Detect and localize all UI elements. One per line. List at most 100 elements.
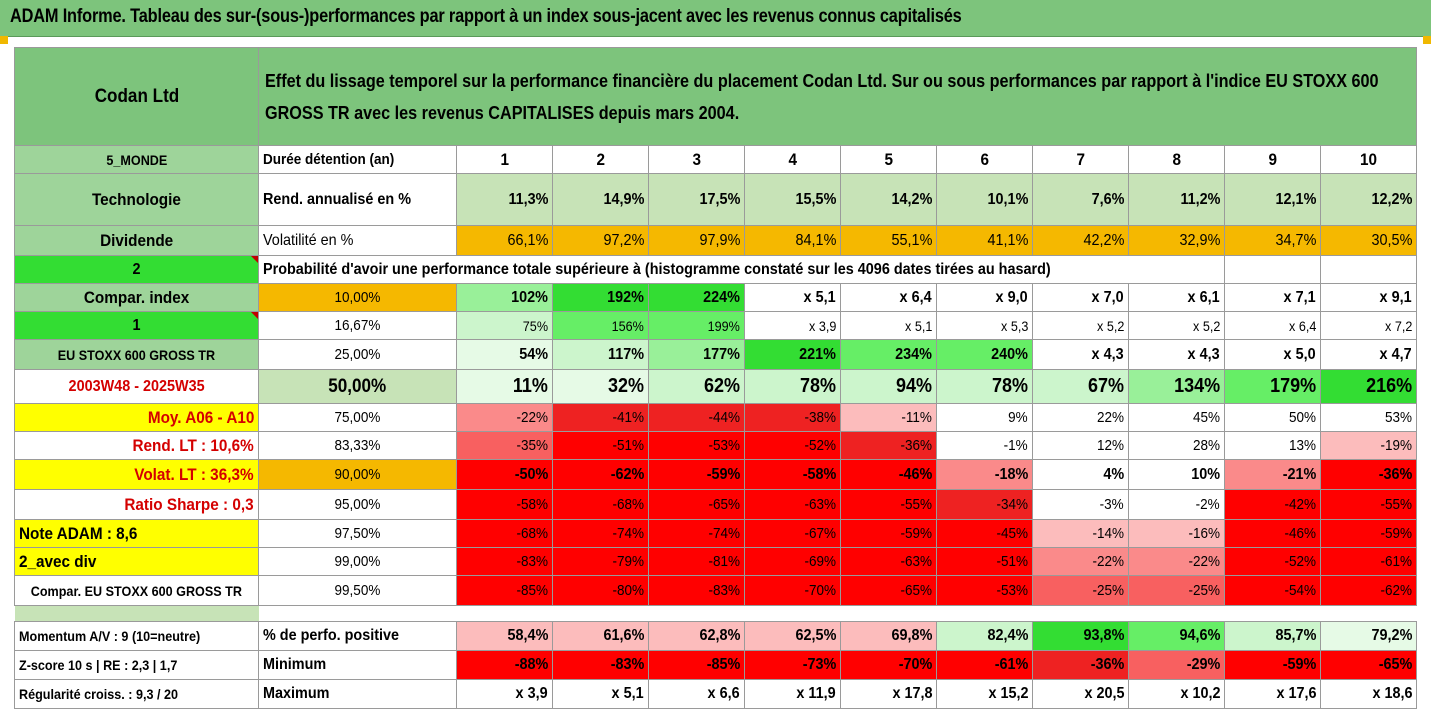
rend-value-text: 12,1% [1275,190,1316,208]
quantile-value-text: x 5,0 [1283,345,1316,363]
quantile-value: -22% [1032,547,1129,576]
quantile-value-text: -85% [516,582,548,599]
quantile-value: -70% [744,575,841,606]
quantile-value-text: -74% [612,525,644,542]
quantile-value: 13% [1224,431,1321,460]
vol-value-text: 84,1% [795,231,836,249]
quantile-value-text: x 9,1 [1379,288,1412,306]
quantile-value: -36% [840,431,937,460]
vol-value: 41,1% [936,225,1033,256]
quantile-value-text: 192% [607,288,644,306]
side-label-2-text: 2 [132,260,141,278]
quantile-value-text: x 7,0 [1091,288,1124,306]
rend-value: 14,2% [840,173,937,226]
quantile-value: -59% [840,519,937,548]
quantile-value: -3% [1032,489,1129,520]
quantile-value-text: x 5,2 [1096,317,1124,334]
quantile-side-label-text: Rend. LT : 10,6% [132,435,254,455]
quantile-value-text: x 3,9 [808,317,836,334]
quantile-value-text: -1% [1003,437,1028,454]
quantile-value-text: -50% [514,465,548,483]
quantile-value-text: -59% [900,525,932,542]
rend-value: 11,3% [456,173,553,226]
quantile-value: -52% [1224,547,1321,576]
footer-value-text: 85,7% [1275,627,1316,644]
side-label-monde-text: 5_MONDE [106,151,167,168]
quantile-value-text: 11% [512,375,548,397]
rend-value: 10,1% [936,173,1033,226]
quantile-level-text: 83,33% [334,437,381,454]
quantile-value: 156% [552,311,649,340]
quantile-value-text: x 5,1 [803,288,836,306]
corner-marker [1423,36,1431,44]
quantile-value: -46% [1224,519,1321,548]
quantile-value: x 6,4 [1224,311,1321,340]
footer-row-label-text: Minimum [263,656,327,673]
quantile-value: 192% [552,283,649,312]
quantile-value: -2% [1128,489,1225,520]
quantile-value: -38% [744,403,841,432]
quantile-value-text: 234% [895,345,932,363]
duration-year-5: 5 [840,145,937,174]
quantile-value: 240% [936,339,1033,370]
footer-value-text: 61,6% [603,627,644,644]
vol-value: 97,9% [648,225,745,256]
footer-side-label: Z-score 10 s | RE : 2,3 | 1,7 [14,650,259,680]
duration-year-8: 8 [1128,145,1225,174]
quantile-value: 11% [456,369,553,404]
quantile-side-label: Compar. EU STOXX 600 GROSS TR [14,575,259,606]
quantile-value-text: -34% [996,496,1028,513]
quantile-value: -25% [1128,575,1225,606]
footer-row-label: % de perfo. positive [258,621,457,651]
quantile-level: 97,50% [258,519,457,548]
header-description-text: Effet du lissage temporel sur la perform… [265,70,1379,123]
quantile-value: 28% [1128,431,1225,460]
quantile-value-text: x 6,4 [899,288,932,306]
footer-value-text: x 20,5 [1083,685,1124,702]
footer-value: -65% [1320,650,1417,680]
quantile-value-text: -22% [1188,553,1220,570]
footer-value: 61,6% [552,621,649,651]
quantile-side-label: Note ADAM : 8,6 [14,519,259,548]
quantile-value: x 4,3 [1128,339,1225,370]
quantile-value: 67% [1032,369,1129,404]
quantile-value-text: -53% [708,437,740,454]
footer-side-label-text: Momentum A/V : 9 (10=neutre) [19,628,201,644]
quantile-value: -53% [936,575,1033,606]
quantile-value-text: x 4,3 [1187,345,1220,363]
vol-value-text: 66,1% [507,231,548,249]
quantile-value: 177% [648,339,745,370]
duration-year-1: 1 [456,145,553,174]
quantile-value-text: x 6,1 [1187,288,1220,306]
quantile-value: 53% [1320,403,1417,432]
quantile-value: -16% [1128,519,1225,548]
vol-value: 42,2% [1032,225,1129,256]
footer-value-text: -29% [1186,656,1220,673]
quantile-side-label: 2_avec div [14,547,259,576]
rend-value: 12,2% [1320,173,1417,226]
duration-year-7-text: 7 [1076,149,1085,169]
quantile-value-text: -61% [1380,553,1412,570]
footer-value: -83% [552,650,649,680]
quantile-value-text: -52% [804,437,836,454]
quantile-value-text: -18% [994,465,1028,483]
quantile-value-text: x 4,3 [1091,345,1124,363]
quantile-value-text: 62% [703,375,740,397]
footer-value: -61% [936,650,1033,680]
duration-year-7: 7 [1032,145,1129,174]
quantile-value-text: 78% [799,375,836,397]
quantile-value-text: 134% [1173,375,1220,397]
quantile-value-text: 75% [522,317,548,334]
quantile-level: 75,00% [258,403,457,432]
quantile-value-text: -80% [612,582,644,599]
quantile-value-text: -58% [516,496,548,513]
quantile-level: 99,50% [258,575,457,606]
quantile-value: x 7,1 [1224,283,1321,312]
company-name: Codan Ltd [14,47,259,146]
quantile-value: -46% [840,459,937,490]
quantile-value: x 5,2 [1128,311,1225,340]
quantile-value-text: -44% [708,409,740,426]
footer-value: -73% [744,650,841,680]
quantile-value: 9% [936,403,1033,432]
quantile-value: -35% [456,431,553,460]
